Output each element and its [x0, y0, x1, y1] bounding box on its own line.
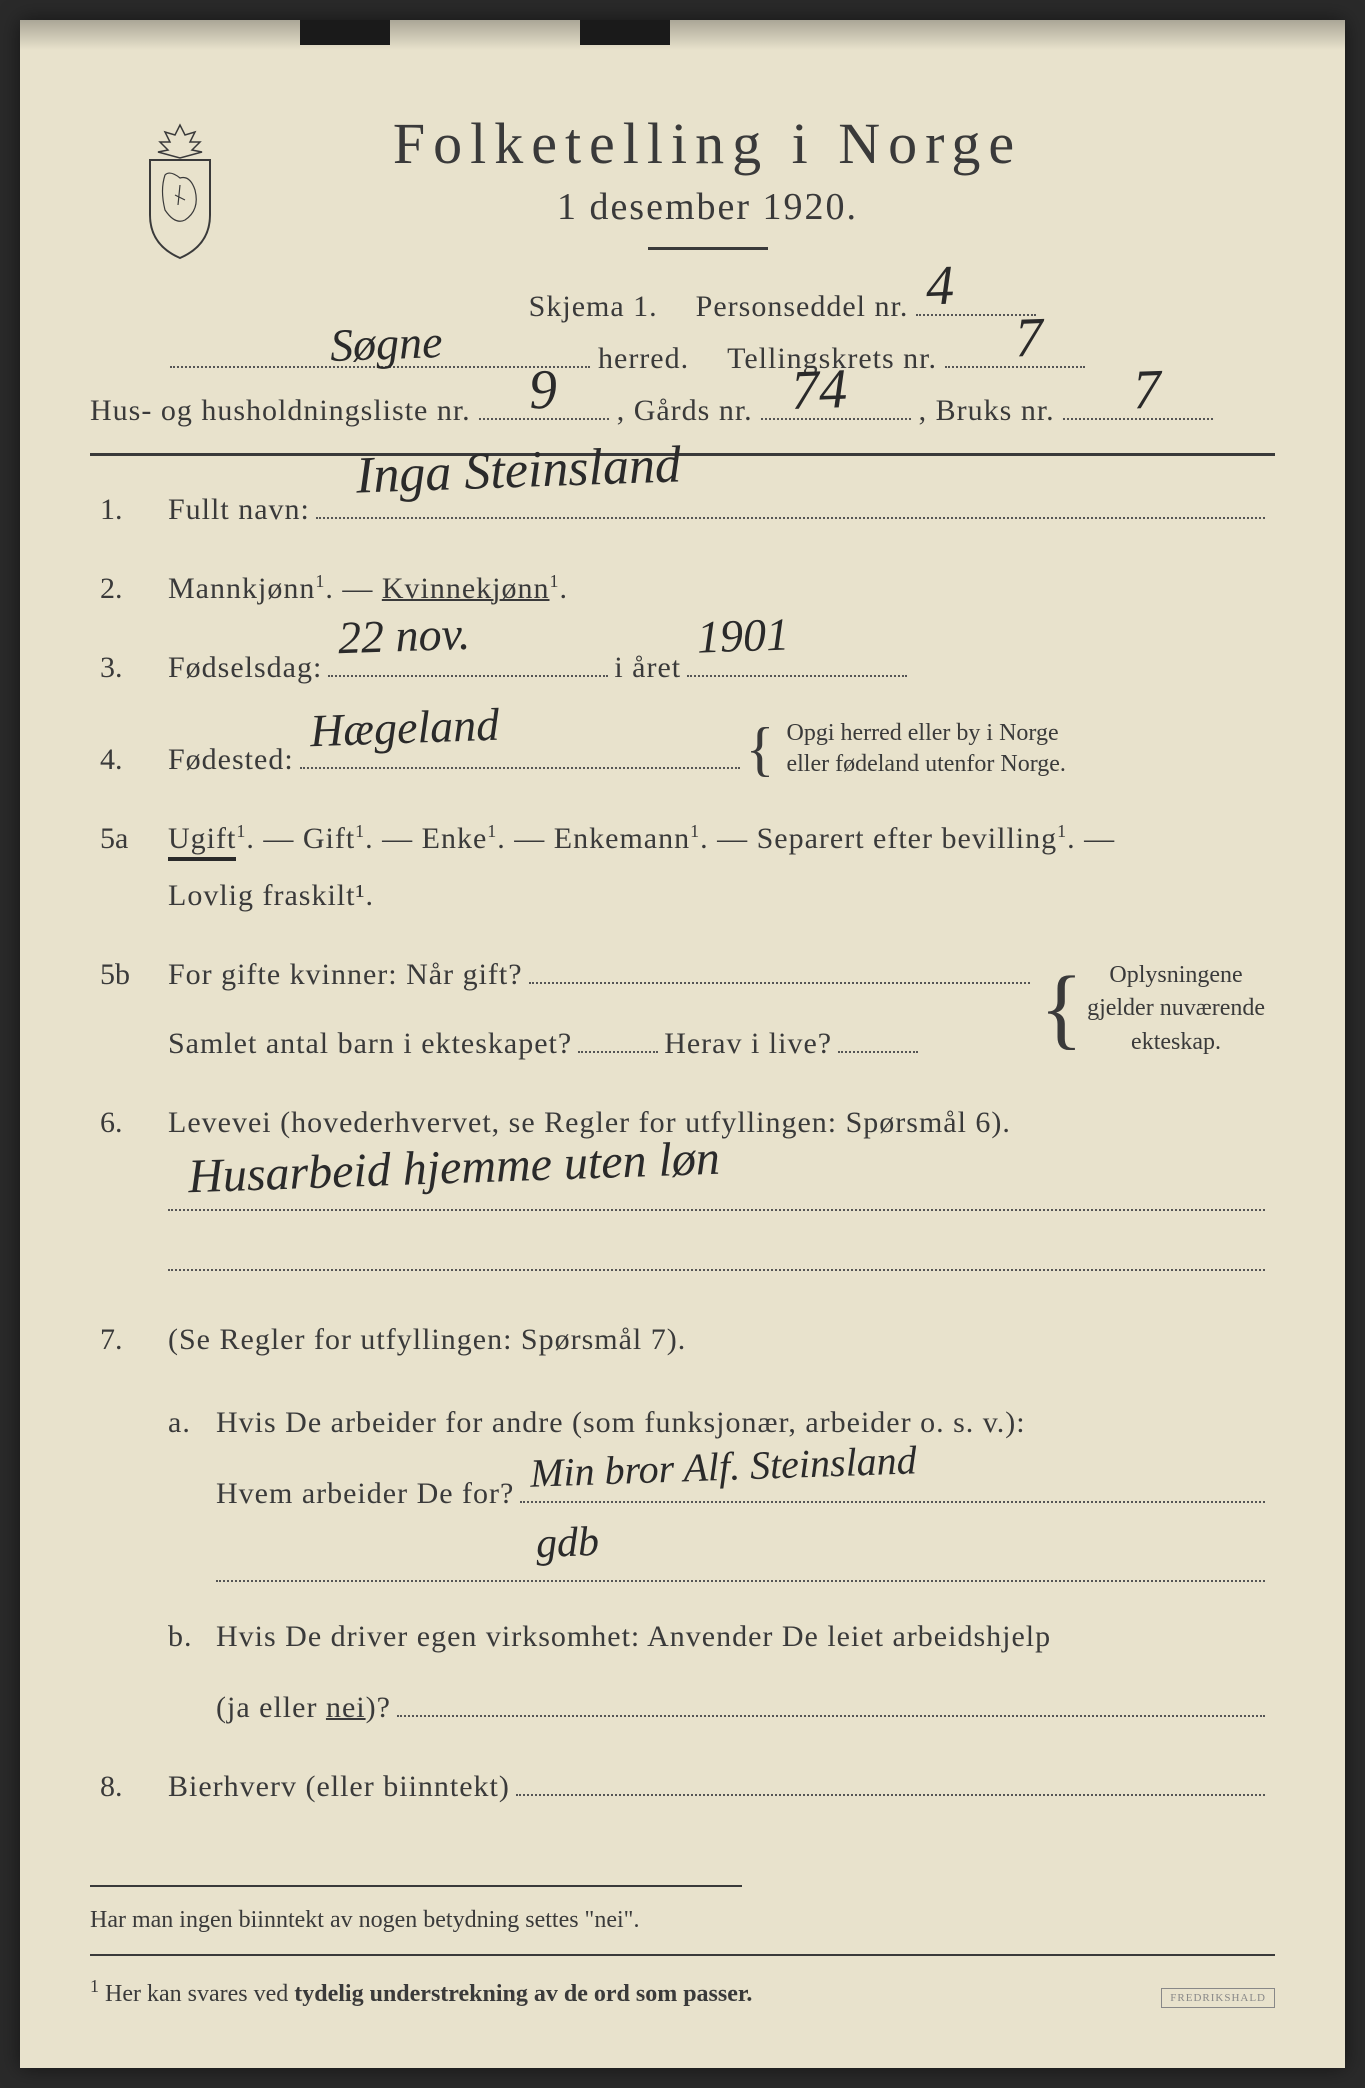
herred-value: Søgne: [329, 315, 443, 372]
q7b-field: [397, 1681, 1265, 1717]
q4-note: { Opgi herred eller by i Norge eller fød…: [746, 718, 1066, 780]
q6-num: 6.: [100, 1106, 150, 1140]
q6: 6. Levevei (hovederhvervet, se Regler fo…: [100, 1094, 1265, 1271]
q5b-note: { Oplysningene gjelder nuværende ekteska…: [1040, 946, 1265, 1072]
q3-num: 3.: [100, 651, 150, 685]
q3: 3. Fødselsdag: 22 nov. i året 1901: [100, 639, 1265, 696]
title-block: Folketelling i Norge 1 desember 1920.: [260, 110, 1275, 250]
bruks-value: 7: [1132, 358, 1162, 423]
footer-rule-2: [90, 1954, 1275, 1956]
q6-field: Husarbeid hjemme uten løn: [168, 1161, 1265, 1211]
q5a-num: 5a: [100, 822, 150, 856]
q5b-num: 5b: [100, 958, 150, 992]
q5b: 5b For gifte kvinner: Når gift? Samlet a…: [100, 946, 1265, 1072]
q3-label: Fødselsdag:: [168, 639, 322, 696]
q5b-l2a: Samlet antal barn i ekteskapet?: [168, 1015, 572, 1072]
footnote-2: 1 Her kan svares ved tydelig understrekn…: [90, 1976, 1275, 2008]
q3-year-value: 1901: [696, 590, 791, 681]
q5b-l1: For gifte kvinner: Når gift?: [168, 946, 523, 1003]
divider: [90, 453, 1275, 456]
q4: 4. Fødested: Hægeland { Opgi herred elle…: [100, 718, 1265, 788]
tellingskrets-value: 7: [1014, 306, 1044, 371]
herred-field: Søgne: [170, 332, 590, 368]
bruks-label: , Bruks nr.: [919, 394, 1055, 428]
q7a-value2: gdb: [535, 1503, 601, 1585]
q8-field: [516, 1760, 1265, 1796]
q1-field: Inga Steinsland: [316, 483, 1265, 519]
census-form-page: Folketelling i Norge 1 desember 1920. Sk…: [20, 20, 1345, 2068]
q4-field: Hægeland: [300, 733, 740, 769]
q8: 8. Bierhverv (eller biinntekt): [100, 1758, 1265, 1815]
q2-num: 2.: [100, 572, 150, 606]
q7b-l2: (ja eller nei)?: [216, 1679, 391, 1736]
questions: 1. Fullt navn: Inga Steinsland 2. Mannkj…: [90, 481, 1275, 1815]
q4-num: 4.: [100, 743, 150, 777]
q4-note-l2: eller fødeland utenfor Norge.: [786, 751, 1065, 777]
q5a: 5a Ugift1. — Gift1. — Enke1. — Enkemann1…: [100, 810, 1265, 924]
q7: 7. (Se Regler for utfyllingen: Spørsmål …: [100, 1311, 1265, 1736]
q5a-opts: Ugift1. — Gift1. — Enke1. — Enkemann1. —…: [168, 822, 1115, 855]
footer: Har man ingen biinntekt av nogen betydni…: [90, 1865, 1275, 2008]
q7a-l2: Hvem arbeider De for?: [216, 1465, 514, 1522]
q7b-l1: Hvis De driver egen virksomhet: Anvender…: [216, 1620, 1051, 1653]
q7-label: (Se Regler for utfyllingen: Spørsmål 7).: [168, 1323, 686, 1356]
q3-day-value: 22 nov.: [337, 589, 472, 681]
q2: 2. Mannkjønn1. — Kvinnekjønn1.: [100, 560, 1265, 617]
q4-note-l1: Opgi herred eller by i Norge: [786, 720, 1058, 746]
footer-rule: [90, 1885, 742, 1887]
personseddel-label: Personseddel nr.: [696, 290, 909, 324]
bruks-field: 7: [1063, 384, 1213, 420]
q5b-gift-field: [529, 948, 1030, 984]
tellingskrets-field: 7: [945, 332, 1085, 368]
q5b-note-l3: ekteskap.: [1131, 1029, 1221, 1055]
q7a-value: Min bror Alf. Steinsland: [529, 1422, 918, 1511]
q7-num: 7.: [100, 1323, 150, 1357]
coat-of-arms-icon: [130, 120, 230, 260]
q6-value: Husarbeid hjemme uten løn: [187, 1113, 722, 1223]
personseddel-value: 4: [925, 254, 955, 319]
q1: 1. Fullt navn: Inga Steinsland: [100, 481, 1265, 538]
footnote-1: Har man ingen biinntekt av nogen betydni…: [90, 1907, 1275, 1934]
herred-label: herred.: [598, 342, 689, 376]
q4-label: Fødested:: [168, 731, 294, 788]
q3-year-field: 1901: [687, 641, 907, 677]
q1-value: Inga Steinsland: [354, 417, 682, 527]
title-rule: [648, 247, 768, 250]
subtitle: 1 desember 1920.: [260, 185, 1155, 229]
gards-value: 74: [790, 357, 848, 423]
meta-block: Skjema 1. Personseddel nr. 4 Søgne herre…: [90, 280, 1275, 428]
q1-label: Fullt navn:: [168, 481, 310, 538]
q7a-field-2: gdb: [216, 1532, 1265, 1582]
q1-num: 1.: [100, 493, 150, 527]
q7b-num: b.: [168, 1608, 198, 1665]
q3-year-label: i året: [614, 639, 681, 696]
q8-label: Bierhverv (eller biinntekt): [168, 1758, 510, 1815]
q7a-num: a.: [168, 1394, 198, 1451]
husliste-value: 9: [528, 358, 558, 423]
q7a-field: Min bror Alf. Steinsland: [520, 1467, 1265, 1503]
husliste-field: 9: [479, 384, 609, 420]
q5b-l2b: Herav i live?: [664, 1015, 832, 1072]
q6-field-2: [168, 1221, 1265, 1271]
q5a-opts2: Lovlig fraskilt¹.: [168, 879, 374, 912]
q5b-live-field: [838, 1017, 918, 1053]
q5b-barn-field: [578, 1017, 658, 1053]
page-notch: [580, 20, 670, 45]
printer-stamp: FREDRIKSHALD: [1161, 1988, 1275, 2008]
gards-field: 74: [761, 384, 911, 420]
main-title: Folketelling i Norge: [260, 110, 1155, 177]
q5b-note-l2: gjelder nuværende: [1087, 995, 1265, 1021]
header: Folketelling i Norge 1 desember 1920.: [90, 110, 1275, 260]
husliste-label: Hus- og husholdningsliste nr.: [90, 394, 471, 428]
q4-value: Hægeland: [308, 681, 500, 775]
skjema-label: Skjema 1.: [529, 290, 658, 324]
page-notch: [300, 20, 390, 45]
q5b-note-l1: Oplysningene: [1109, 962, 1242, 988]
q3-day-field: 22 nov.: [328, 641, 608, 677]
q8-num: 8.: [100, 1770, 150, 1804]
